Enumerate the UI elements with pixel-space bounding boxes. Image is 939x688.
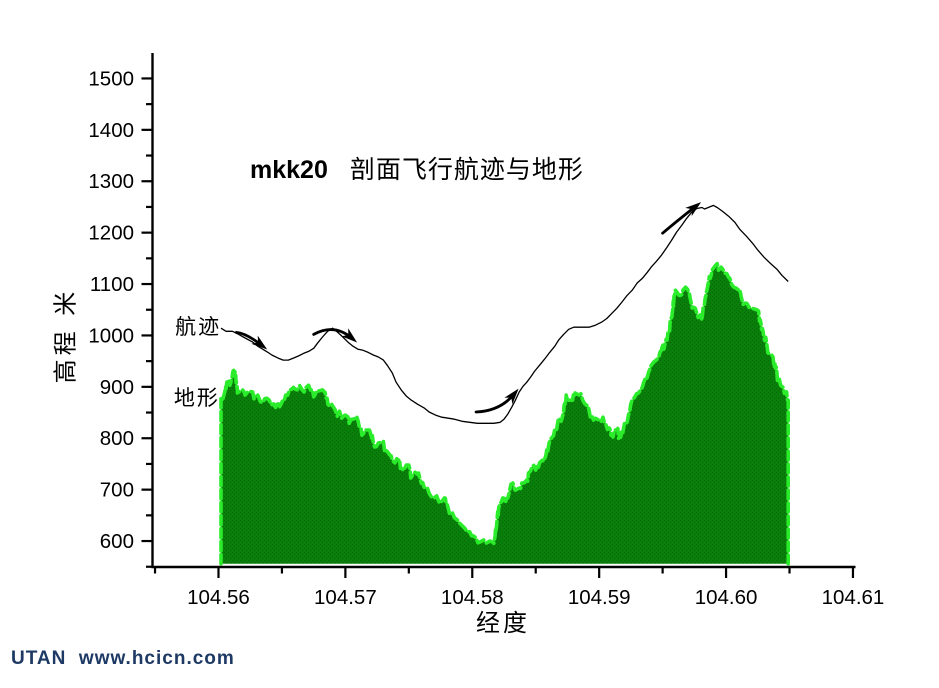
y-tick-label: 700 — [100, 479, 134, 502]
x-tick-label: 104.58 — [441, 586, 504, 609]
x-tick-label: 104.57 — [314, 586, 377, 609]
x-tick-label: 104.60 — [695, 586, 758, 609]
branding-watermark: UTAN www.hcicn.com — [11, 648, 235, 669]
terrain-outline — [219, 261, 790, 566]
x-tick-label: 104.59 — [568, 586, 631, 609]
chart-title: mkk20 剖面飞行航迹与地形 — [250, 150, 584, 186]
y-tick-label: 1200 — [88, 222, 134, 245]
y-tick-label: 900 — [100, 376, 134, 399]
y-tick-label: 1300 — [88, 170, 134, 193]
flight-direction-arrow-head — [251, 335, 268, 350]
chart-title-code: mkk20 — [250, 156, 328, 184]
y-tick-label: 1500 — [88, 67, 134, 90]
flight-direction-arrow-head — [341, 328, 358, 343]
x-tick-label: 104.61 — [822, 586, 885, 609]
legend-label-track: 航迹 — [175, 315, 222, 340]
x-tick-label: 104.56 — [187, 586, 250, 609]
y-tick-label: 1400 — [88, 119, 134, 142]
x-axis-title: 经度 — [476, 609, 530, 637]
terrain-area — [221, 263, 789, 564]
flight-direction-arrow-head — [504, 388, 519, 405]
y-axis-title: 高程 米 — [51, 287, 80, 384]
y-tick-label: 800 — [100, 427, 134, 450]
legend-label-terrain: 地形 — [173, 386, 220, 411]
flight-direction-arrow-head — [685, 202, 702, 217]
chart-title-text: 剖面飞行航迹与地形 — [349, 155, 584, 184]
y-tick-label: 1100 — [90, 273, 134, 296]
y-tick-label: 600 — [100, 530, 134, 553]
y-tick-label: 1000 — [88, 324, 134, 347]
